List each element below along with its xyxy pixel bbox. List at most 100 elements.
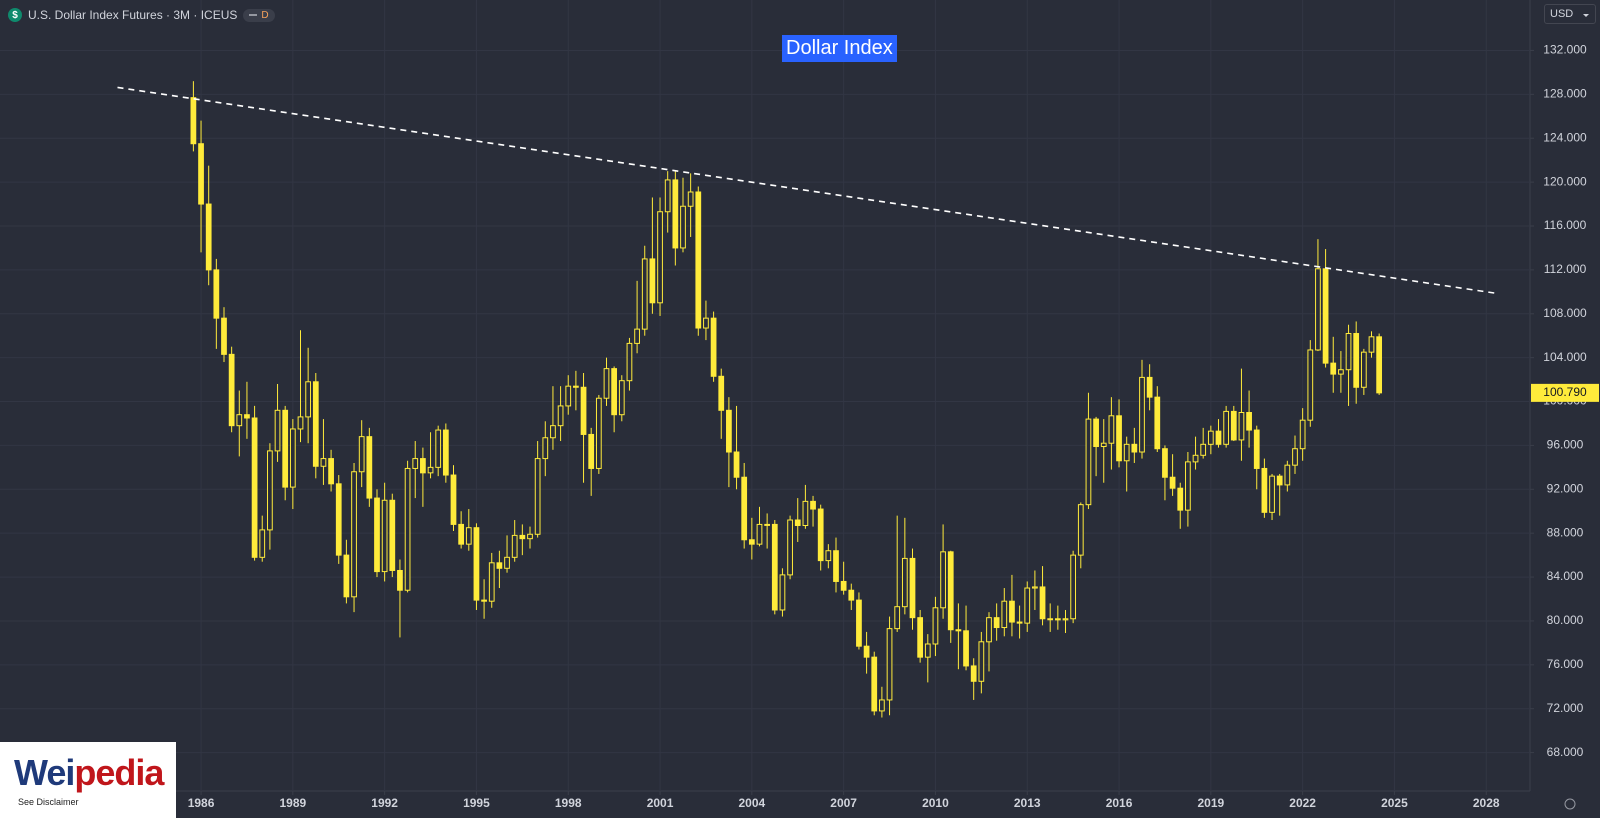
candle-body xyxy=(244,414,250,419)
y-tick-label: 76.000 xyxy=(1547,657,1584,671)
candle-body xyxy=(955,629,962,632)
candle-body xyxy=(611,368,618,416)
candle-body xyxy=(527,533,533,540)
x-tick-label: 1989 xyxy=(279,796,306,810)
candle-body xyxy=(1070,554,1077,620)
candle-body xyxy=(771,523,778,611)
candle-body xyxy=(335,483,342,556)
candle-body xyxy=(458,523,465,545)
status-badge[interactable]: D xyxy=(243,8,275,22)
candle-body xyxy=(1200,443,1207,456)
candle-body xyxy=(305,381,312,418)
candle-body xyxy=(1315,268,1321,351)
candle-body xyxy=(1062,618,1069,621)
candle-body xyxy=(1047,618,1054,621)
candle-body xyxy=(1307,349,1314,421)
candle-body xyxy=(1024,587,1031,624)
candle-body xyxy=(1123,443,1130,462)
candle-body xyxy=(932,607,939,645)
candle-body xyxy=(1016,621,1023,624)
candle-body xyxy=(879,699,885,712)
candle-body xyxy=(687,191,694,207)
candle-body xyxy=(1276,475,1283,486)
candle-body xyxy=(764,523,771,526)
symbol-header: $ U.S. Dollar Index Futures · 3M · ICEUS… xyxy=(8,6,275,24)
candle-body xyxy=(978,641,985,682)
candle-body xyxy=(1360,351,1367,388)
grid xyxy=(0,0,1530,791)
y-tick-label: 104.000 xyxy=(1543,350,1587,364)
candle-body xyxy=(1146,376,1153,398)
candle-body xyxy=(297,416,304,430)
candle-body xyxy=(1001,600,1008,629)
logo-part: Wei xyxy=(14,752,75,793)
y-tick-label: 108.000 xyxy=(1543,306,1587,320)
y-tick-label: 92.000 xyxy=(1547,481,1584,495)
candle-body xyxy=(1093,418,1099,448)
candle-body xyxy=(1139,376,1145,453)
candle-body xyxy=(756,523,763,545)
candle-body xyxy=(924,643,931,658)
candle-body xyxy=(236,414,243,427)
candle-body xyxy=(970,665,977,682)
candle-body xyxy=(595,397,602,469)
candle-body xyxy=(634,328,640,344)
x-tick-label: 2028 xyxy=(1473,796,1500,810)
candle-body xyxy=(442,429,449,476)
candle-body xyxy=(1054,618,1061,621)
symbol-title[interactable]: U.S. Dollar Index Futures · 3M · ICEUS xyxy=(28,8,238,22)
candle-body xyxy=(397,569,403,591)
x-tick-label: 1992 xyxy=(371,796,398,810)
candle-body xyxy=(267,450,273,531)
candle-body xyxy=(450,474,457,525)
candle-body xyxy=(282,409,289,488)
candle-body xyxy=(1223,410,1230,445)
candle-body xyxy=(573,385,579,388)
x-tick-label: 1995 xyxy=(463,796,490,810)
candle-body xyxy=(190,97,197,145)
candle-body xyxy=(488,562,495,602)
candle-body xyxy=(963,630,969,667)
y-tick-label: 96.000 xyxy=(1547,438,1584,452)
candle-body xyxy=(856,599,862,647)
candle-body xyxy=(312,381,319,467)
y-tick-label: 68.000 xyxy=(1547,745,1584,759)
candle-body xyxy=(1207,430,1214,445)
candle-body xyxy=(496,562,503,569)
candle-body xyxy=(1376,336,1383,394)
candle-body xyxy=(320,458,327,467)
settings-icon[interactable] xyxy=(1564,798,1576,810)
candle-body xyxy=(794,519,801,527)
candle-body xyxy=(840,580,847,591)
y-tick-label: 72.000 xyxy=(1547,701,1584,715)
annotation: Dollar Index xyxy=(782,35,897,62)
candle-body xyxy=(198,143,204,205)
candle-body xyxy=(404,467,411,591)
x-tick-label: 1986 xyxy=(188,796,215,810)
candle-body xyxy=(695,191,702,329)
candle-body xyxy=(657,211,663,304)
y-tick-label: 124.000 xyxy=(1543,130,1587,144)
candle-body xyxy=(550,425,556,439)
candle-body xyxy=(1100,442,1107,448)
candle-body xyxy=(1032,586,1038,589)
candle-body xyxy=(1261,467,1268,513)
candle-body xyxy=(726,409,732,453)
candle-body xyxy=(641,258,648,330)
candle-body xyxy=(1077,504,1084,556)
candle-body xyxy=(427,466,434,474)
candle-body xyxy=(1085,418,1092,506)
x-tick-label: 2007 xyxy=(830,796,857,810)
last-price-tag xyxy=(1531,383,1599,402)
candle-body xyxy=(894,606,901,630)
candle-body xyxy=(787,519,793,576)
candle-body xyxy=(1284,464,1291,486)
candle-body xyxy=(940,551,946,609)
x-tick-label: 2001 xyxy=(647,796,674,810)
candle-body xyxy=(810,500,816,510)
currency-menu[interactable]: USD xyxy=(1544,4,1596,24)
y-tick-label: 128.000 xyxy=(1543,87,1587,101)
